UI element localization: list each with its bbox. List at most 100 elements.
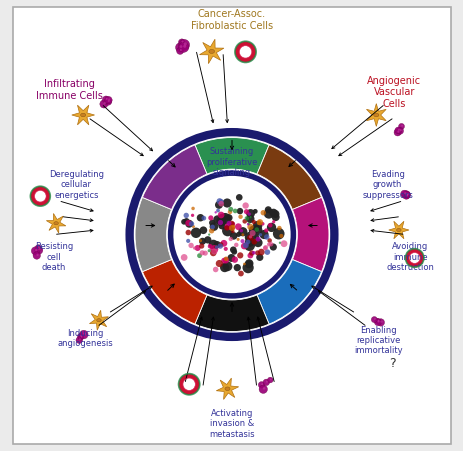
Circle shape	[209, 220, 215, 226]
Polygon shape	[388, 221, 408, 239]
Text: Enabling
replicative
immortality: Enabling replicative immortality	[353, 326, 402, 355]
Circle shape	[227, 210, 232, 214]
Circle shape	[183, 45, 186, 48]
Circle shape	[266, 242, 270, 247]
Circle shape	[220, 240, 227, 247]
Wedge shape	[257, 145, 321, 210]
Text: Angiogenic
Vascular
Cells: Angiogenic Vascular Cells	[367, 76, 420, 109]
Wedge shape	[194, 138, 269, 174]
Circle shape	[185, 220, 191, 226]
Circle shape	[377, 320, 378, 322]
Circle shape	[279, 234, 283, 238]
Circle shape	[251, 227, 256, 232]
Circle shape	[239, 229, 243, 232]
Circle shape	[216, 216, 226, 226]
Circle shape	[399, 129, 401, 131]
Polygon shape	[89, 310, 108, 330]
Circle shape	[263, 246, 267, 250]
Circle shape	[173, 176, 290, 293]
Circle shape	[81, 336, 82, 338]
Circle shape	[267, 377, 273, 383]
Circle shape	[251, 220, 256, 224]
Circle shape	[80, 335, 82, 336]
Circle shape	[239, 46, 251, 58]
Circle shape	[244, 260, 252, 268]
Polygon shape	[366, 104, 385, 126]
Circle shape	[242, 262, 253, 273]
Circle shape	[264, 249, 269, 255]
Circle shape	[38, 246, 40, 248]
Circle shape	[223, 247, 227, 251]
Circle shape	[377, 320, 379, 322]
Circle shape	[199, 226, 207, 234]
Circle shape	[207, 234, 210, 236]
Circle shape	[219, 213, 231, 225]
Circle shape	[262, 387, 265, 390]
Circle shape	[260, 210, 265, 216]
Circle shape	[263, 228, 268, 233]
Circle shape	[244, 209, 249, 214]
Circle shape	[226, 221, 231, 226]
Circle shape	[240, 243, 247, 249]
Circle shape	[216, 209, 219, 212]
Circle shape	[240, 239, 244, 243]
Circle shape	[102, 96, 109, 103]
Circle shape	[218, 201, 224, 207]
Circle shape	[79, 330, 88, 339]
Circle shape	[232, 209, 237, 213]
Circle shape	[271, 210, 279, 218]
Text: Evading
growth
suppressors: Evading growth suppressors	[362, 170, 412, 200]
Circle shape	[183, 42, 187, 46]
Circle shape	[76, 337, 82, 344]
Circle shape	[251, 251, 255, 255]
Circle shape	[252, 221, 262, 230]
Wedge shape	[194, 295, 269, 331]
Wedge shape	[142, 145, 206, 210]
Circle shape	[251, 239, 257, 244]
Circle shape	[179, 49, 181, 51]
Text: ?: ?	[388, 357, 394, 369]
Circle shape	[403, 193, 408, 199]
Circle shape	[266, 223, 275, 232]
Polygon shape	[199, 39, 224, 64]
Circle shape	[107, 100, 110, 102]
Circle shape	[243, 262, 245, 265]
Circle shape	[35, 190, 46, 202]
Ellipse shape	[225, 387, 230, 391]
Circle shape	[211, 249, 217, 254]
Ellipse shape	[54, 221, 58, 225]
Circle shape	[265, 381, 267, 383]
Circle shape	[236, 208, 243, 214]
Circle shape	[224, 223, 231, 230]
Circle shape	[268, 223, 272, 227]
Circle shape	[247, 224, 253, 230]
Text: Infiltrating
Immune Cells: Infiltrating Immune Cells	[36, 79, 103, 101]
Circle shape	[269, 209, 277, 217]
Circle shape	[267, 238, 271, 243]
Circle shape	[244, 216, 249, 221]
Circle shape	[256, 254, 263, 261]
Circle shape	[201, 216, 206, 221]
Circle shape	[251, 225, 262, 235]
Circle shape	[197, 253, 201, 258]
Circle shape	[231, 226, 234, 230]
Circle shape	[249, 250, 254, 256]
Circle shape	[213, 215, 221, 224]
Circle shape	[238, 227, 247, 236]
Circle shape	[373, 318, 375, 320]
Circle shape	[221, 258, 226, 263]
Circle shape	[232, 225, 235, 228]
Wedge shape	[292, 198, 328, 272]
Circle shape	[242, 242, 248, 248]
Circle shape	[236, 232, 241, 237]
Circle shape	[233, 264, 240, 272]
Circle shape	[199, 239, 201, 242]
Circle shape	[176, 47, 183, 55]
Circle shape	[248, 235, 251, 239]
Circle shape	[374, 318, 380, 324]
Circle shape	[33, 252, 40, 259]
Circle shape	[179, 45, 182, 48]
Circle shape	[178, 39, 189, 51]
Circle shape	[269, 379, 271, 380]
Circle shape	[380, 321, 382, 323]
